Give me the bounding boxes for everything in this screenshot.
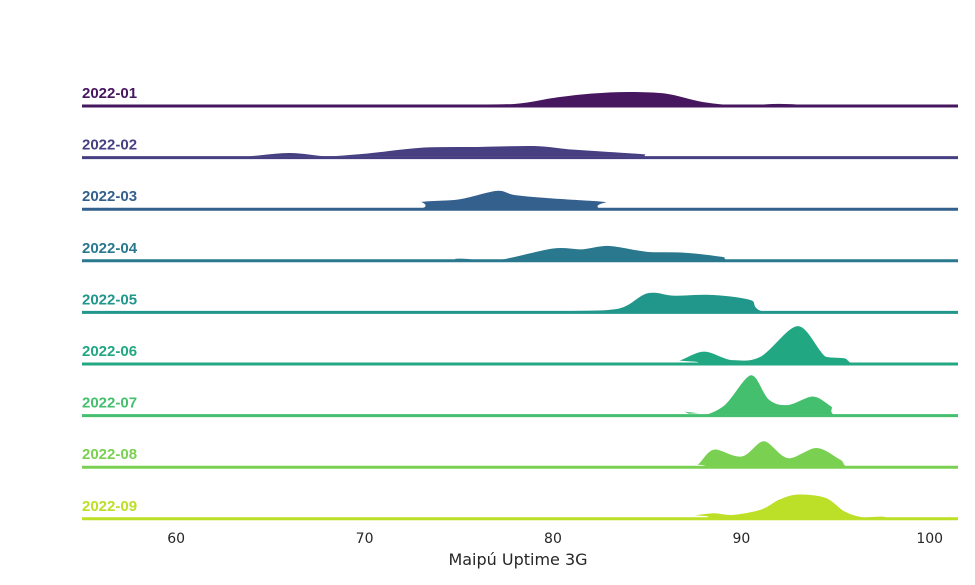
density-area-2022-01 bbox=[81, 89, 958, 108]
ridge-row-2022-01: 2022-01 bbox=[81, 85, 958, 108]
row-label-2022-05: 2022-05 bbox=[82, 291, 137, 308]
ridge-row-2022-02: 2022-02 bbox=[81, 137, 958, 160]
row-label-2022-04: 2022-04 bbox=[82, 240, 138, 257]
density-area-2022-07 bbox=[81, 372, 958, 418]
row-label-2022-09: 2022-09 bbox=[82, 498, 137, 515]
density-area-2022-06 bbox=[81, 323, 959, 366]
ridge-row-2022-05: 2022-05 bbox=[81, 290, 958, 314]
ridge-row-2022-07: 2022-07 bbox=[81, 372, 958, 418]
density-area-2022-02 bbox=[81, 143, 958, 159]
density-area-2022-08 bbox=[81, 438, 958, 469]
ridge-rows: 2022-01 2022-02 2022-03 2022-04 2022-05 2022-… bbox=[81, 85, 959, 521]
ridge-row-2022-06: 2022-06 bbox=[81, 323, 959, 366]
x-tick-label: 70 bbox=[356, 531, 374, 547]
row-label-2022-03: 2022-03 bbox=[82, 188, 137, 205]
row-label-2022-01: 2022-01 bbox=[82, 85, 137, 102]
x-tick-label: 90 bbox=[732, 531, 750, 547]
density-area-2022-05 bbox=[81, 290, 958, 314]
x-tick-label: 60 bbox=[167, 531, 185, 547]
density-area-2022-09 bbox=[81, 491, 958, 521]
ridge-row-2022-09: 2022-09 bbox=[81, 491, 958, 521]
ridge-row-2022-08: 2022-08 bbox=[81, 438, 958, 469]
x-tick-label: 80 bbox=[544, 531, 562, 547]
row-label-2022-06: 2022-06 bbox=[82, 343, 137, 360]
ridge-row-2022-03: 2022-03 bbox=[81, 188, 958, 212]
row-label-2022-08: 2022-08 bbox=[82, 446, 137, 463]
x-tick-label: 100 bbox=[916, 531, 943, 547]
row-label-2022-07: 2022-07 bbox=[82, 395, 137, 412]
x-axis-label: Maipú Uptime 3G bbox=[448, 550, 587, 569]
ridge-row-2022-04: 2022-04 bbox=[81, 240, 958, 263]
row-label-2022-02: 2022-02 bbox=[82, 137, 137, 154]
density-area-2022-04 bbox=[81, 243, 958, 263]
x-axis: 60 70 80 90 100 bbox=[167, 531, 943, 547]
density-area-2022-03 bbox=[81, 188, 958, 212]
